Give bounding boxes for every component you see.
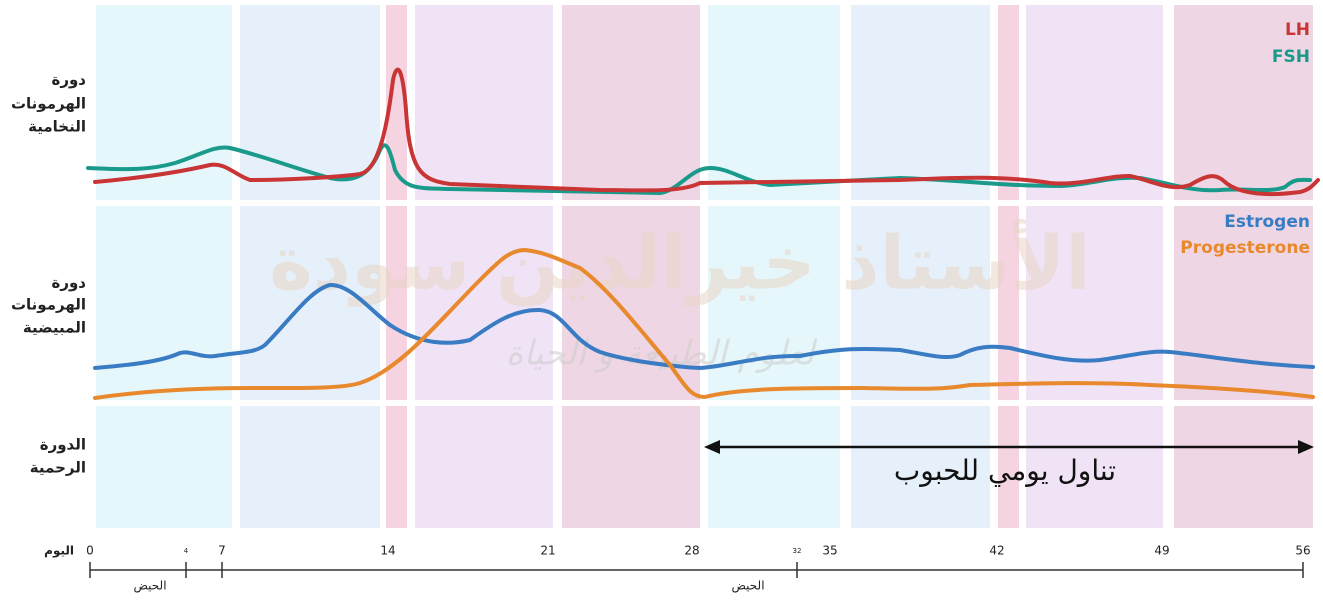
row-labels: دورة الهرمونات النخامية دورة الهرمونات ا… <box>11 71 86 477</box>
row-label: الرحمية <box>30 459 86 477</box>
x-tick-label: 0 <box>86 544 94 558</box>
row-label: المبيضية <box>23 319 86 337</box>
row-label: الهرمونات <box>11 296 86 314</box>
pill-label: تناول يومي للحبوب <box>894 454 1116 487</box>
row-label: الدورة <box>40 436 86 454</box>
legend-estrogen: Estrogen <box>1224 212 1310 232</box>
axis-title: اليوم <box>44 544 74 559</box>
legend-fsh: FSH <box>1272 47 1310 67</box>
watermark: الأستاذ خيرالدين سودة لعلوم الطبيعة و ال… <box>269 219 1090 374</box>
x-tick-label: 35 <box>822 544 837 558</box>
x-axis: اليوم الحيض الحيض 0 4 7 14 21 28 32 35 42 49 56 <box>44 544 1310 594</box>
x-tick-label: 7 <box>218 544 226 558</box>
x-tick-label: 49 <box>1154 544 1169 558</box>
menses-label: الحيض <box>133 579 166 594</box>
watermark-name: الأستاذ خيرالدين سودة <box>269 219 1090 308</box>
estrogen-curve <box>93 282 1315 371</box>
x-tick-label: 42 <box>989 544 1004 558</box>
legend-lh: LH <box>1285 20 1310 40</box>
x-tick-label: 14 <box>380 544 395 558</box>
background-bands <box>90 5 1320 528</box>
progesterone-curve <box>93 247 1315 400</box>
x-tick-label: 4 <box>184 547 189 555</box>
x-tick-label: 28 <box>684 544 699 558</box>
curves <box>86 67 1320 400</box>
row-label: الهرمونات <box>11 95 86 113</box>
lh-curve <box>93 67 1320 197</box>
menses-label: الحيض <box>731 579 764 594</box>
row-label: دورة <box>51 274 86 292</box>
legend: LH FSH Estrogen Progesterone <box>1180 20 1310 258</box>
legend-progesterone: Progesterone <box>1180 238 1310 258</box>
pill-arrow: تناول يومي للحبوب <box>704 440 1314 487</box>
x-tick-label: 56 <box>1295 544 1310 558</box>
fsh-curve <box>86 143 1312 196</box>
x-tick-label: 21 <box>540 544 555 558</box>
row-label: النخامية <box>28 118 86 136</box>
x-tick-label: 32 <box>793 547 802 555</box>
row-label: دورة <box>51 71 86 89</box>
